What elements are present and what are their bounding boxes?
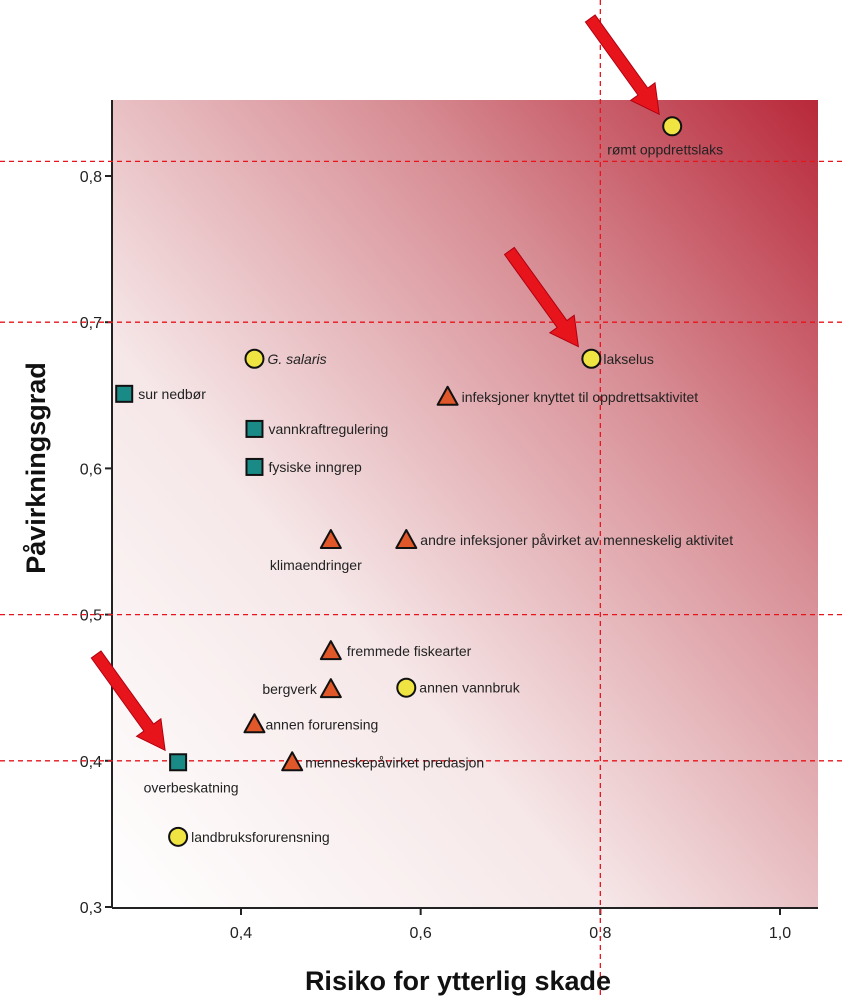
triangle-marker [319,640,342,661]
data-point: rømt oppdrettslaks [607,116,723,157]
triangle-marker [281,751,304,772]
circle-marker [662,116,683,137]
triangle-marker [395,529,418,550]
tick-labels: 0,3 0,4 0,5 0,6 0,7 0,8 0,4 0,6 0,8 1,0 [80,169,791,942]
y-tick-label: 0,3 [80,900,102,917]
data-point: fremmede fiskearter [319,640,472,661]
circle-marker [581,348,602,369]
square-marker [245,419,264,438]
x-tick-label: 0,4 [230,925,252,942]
y-tick-label: 0,5 [80,608,102,625]
data-point: fysiske inngrep [245,457,362,476]
point-label: landbruksforurensning [191,829,330,845]
triangle-marker [319,678,342,699]
data-point: landbruksforurensning [168,826,330,847]
data-point: vannkraftregulering [245,419,388,438]
point-label: G. salaris [267,351,326,367]
data-point: annen forurensing [243,713,378,734]
point-label: lakselus [603,351,654,367]
point-label: vannkraftregulering [268,421,388,437]
y-tick-label: 0,4 [80,754,102,771]
data-point: G. salaris [244,348,327,369]
square-marker [169,753,188,772]
point-label: overbeskatning [144,779,239,795]
y-tick-label: 0,6 [80,461,102,478]
point-label: fremmede fiskearter [347,643,472,659]
circle-marker [396,677,417,698]
square-marker [115,384,134,403]
circle-marker [244,348,265,369]
circle-marker [168,826,189,847]
point-label: infeksjoner knyttet til oppdrettsaktivit… [462,389,699,405]
point-label: annen forurensing [265,716,378,732]
plot-background [112,100,818,908]
data-point: sur nedbør [115,384,206,403]
axes [111,100,818,909]
point-label: andre infeksjoner påvirket av menneskeli… [420,532,733,548]
x-tick-label: 0,8 [589,925,611,942]
point-label: annen vannbruk [419,680,520,696]
square-marker [245,457,264,476]
red-arrow-icon [584,14,660,116]
data-point: menneskepåvirket predasjon [281,751,484,772]
x-axis-label: Risiko for ytterlig skade [305,966,611,996]
data-point: infeksjoner knyttet til oppdrettsaktivit… [436,385,699,406]
data-points: rømt oppdrettslaks G. salaris lakselus sur … [115,116,733,847]
y-tick-label: 0,7 [80,315,102,332]
x-tick-label: 0,6 [410,925,432,942]
point-label: bergverk [262,681,317,697]
x-tick-label: 1,0 [769,925,791,942]
data-point: andre infeksjoner påvirket av menneskeli… [395,529,733,550]
data-point: bergverk [262,678,342,699]
y-axis-label: Påvirkningsgrad [21,362,51,574]
y-tick-label: 0,8 [80,169,102,186]
point-label: rømt oppdrettslaks [607,141,723,157]
point-label: klimaendringer [270,557,362,573]
triangle-marker [243,713,266,734]
red-arrow-icon [90,650,166,752]
point-label: fysiske inngrep [268,459,362,475]
data-point: klimaendringer [270,529,362,573]
data-point: annen vannbruk [396,677,521,698]
data-point: overbeskatning [144,753,239,795]
point-label: menneskepåvirket predasjon [305,754,484,770]
triangle-marker [319,529,342,550]
data-point: lakselus [581,348,654,369]
point-label: sur nedbør [138,386,206,402]
annotation-arrows [90,14,660,752]
triangle-marker [436,385,459,406]
red-arrow-icon [503,246,580,348]
